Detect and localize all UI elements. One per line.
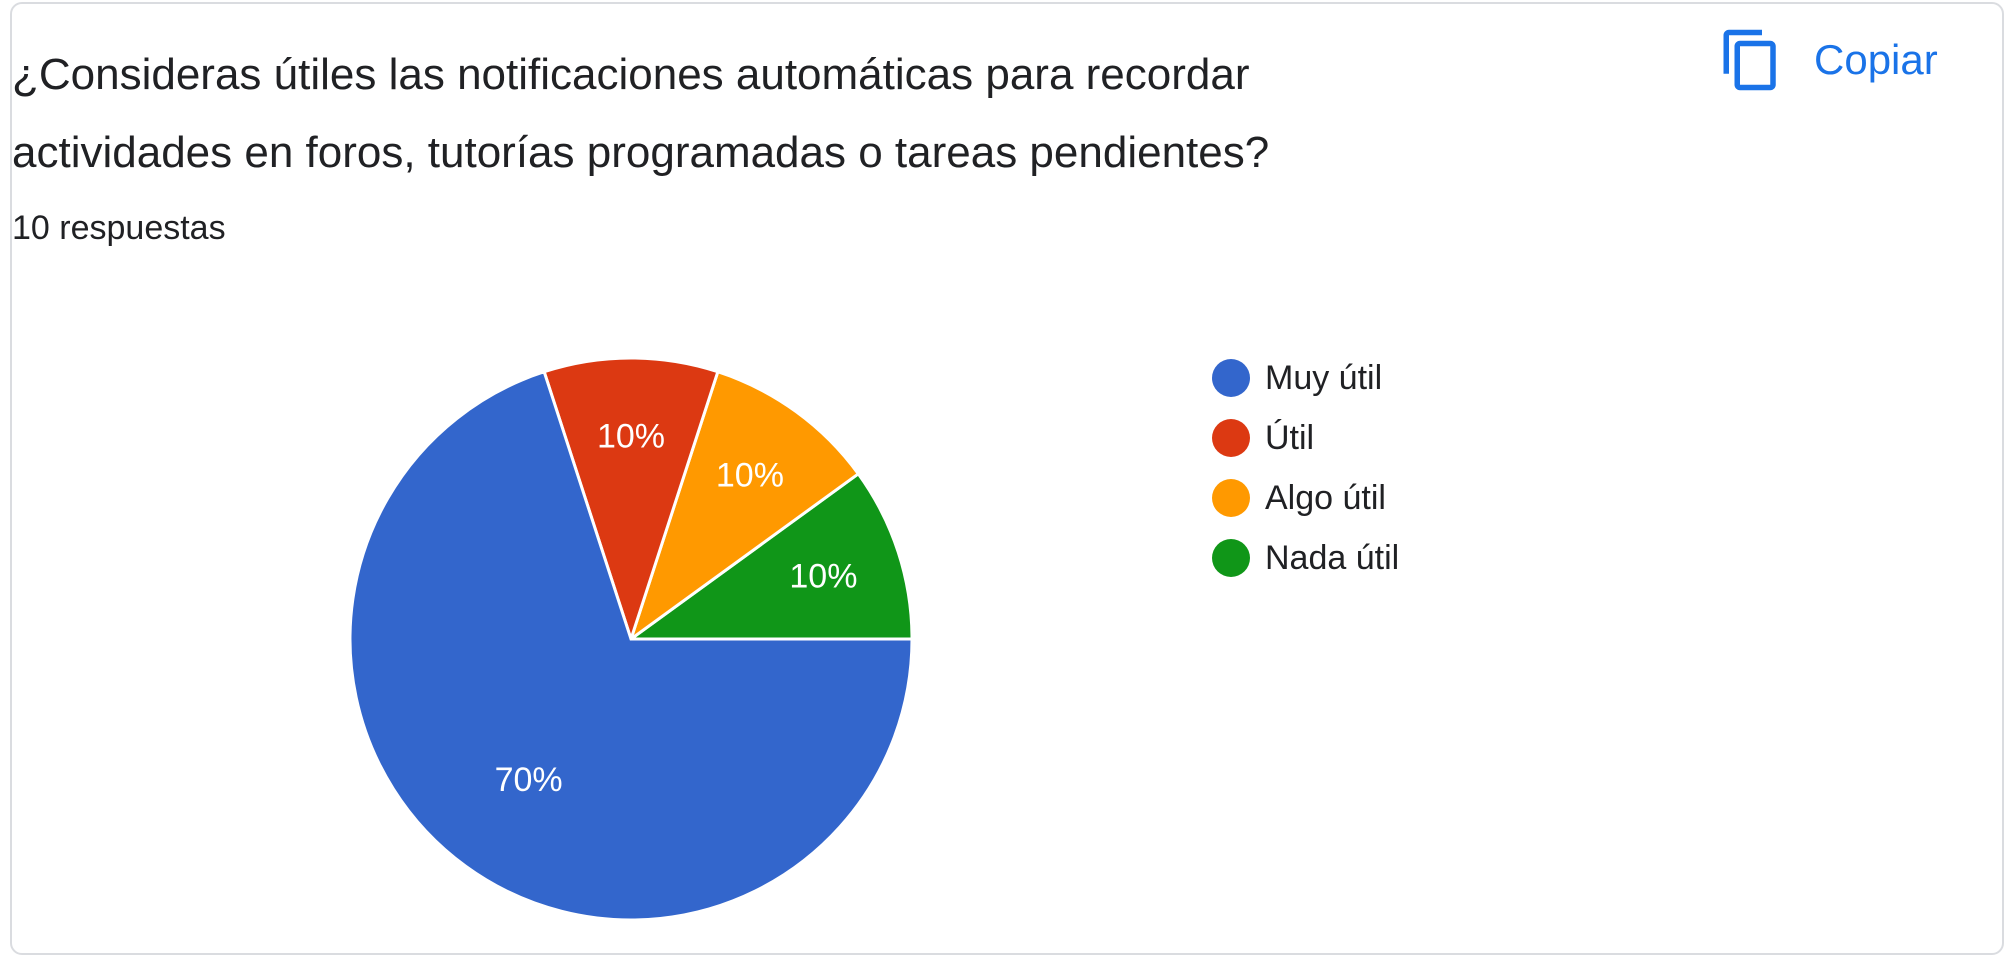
legend-marker-1 bbox=[1212, 359, 1250, 397]
pie-slice-3[interactable] bbox=[628, 369, 861, 643]
legend-label-3[interactable]: Algo útil bbox=[1265, 479, 1386, 517]
pie-slice-1[interactable] bbox=[348, 369, 914, 922]
chart-legend: Muy útil Útil Algo útil Nada útil bbox=[1212, 359, 1399, 577]
slice-label-1: 70% bbox=[495, 761, 563, 799]
copy-icon bbox=[1723, 29, 1776, 91]
copy-button[interactable]: Copiar bbox=[1718, 24, 1938, 96]
legend-label-2[interactable]: Útil bbox=[1265, 419, 1314, 457]
response-count: 10 respuestas bbox=[12, 209, 226, 247]
pie-slice-4[interactable] bbox=[626, 471, 914, 641]
slice-label-4: 10% bbox=[789, 557, 857, 595]
slice-label-3: 10% bbox=[716, 456, 784, 494]
legend-label-4[interactable]: Nada útil bbox=[1265, 539, 1399, 577]
chart-card bbox=[10, 2, 2004, 955]
legend-marker-4 bbox=[1212, 539, 1250, 577]
legend-marker-3 bbox=[1212, 479, 1250, 517]
legend-marker-2 bbox=[1212, 419, 1250, 457]
question-title: ¿Consideras útiles las notificaciones au… bbox=[12, 50, 1270, 177]
pie-slice-2[interactable] bbox=[542, 356, 720, 644]
copy-button-label: Copiar bbox=[1814, 36, 1938, 83]
legend-label-1[interactable]: Muy útil bbox=[1265, 359, 1382, 397]
slice-label-2: 10% bbox=[597, 418, 665, 456]
